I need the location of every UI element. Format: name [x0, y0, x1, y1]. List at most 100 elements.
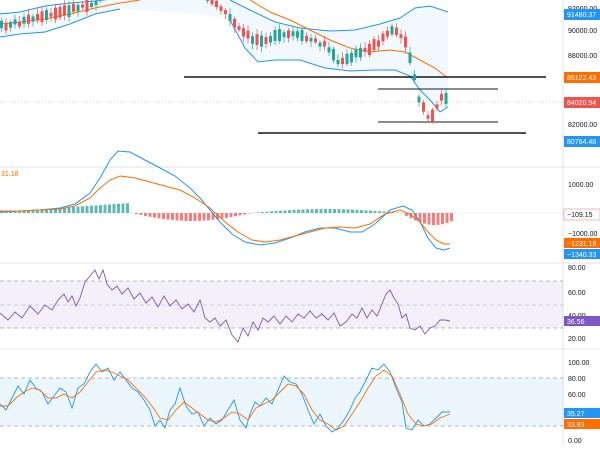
candle: [36, 14, 39, 20]
candle: [256, 34, 259, 45]
macd-line: [0, 151, 450, 250]
candle: [346, 54, 349, 64]
macd-histogram-bar: [428, 213, 431, 225]
macd-histogram-bar: [72, 207, 75, 213]
stoch-tick: 0.00: [568, 438, 582, 445]
candle: [14, 19, 17, 24]
stoch-band-background: [0, 378, 563, 426]
macd-histogram-bar: [315, 209, 318, 213]
macd-histogram-bar: [113, 204, 116, 213]
candle: [337, 60, 340, 64]
upper-band-value: 91480.37: [567, 12, 596, 19]
macd-tick: −1000.00: [568, 231, 597, 238]
rsi-pane[interactable]: 80.00 60.00 40.00 20.00 36.56: [0, 265, 600, 343]
macd-histogram-bar: [347, 209, 350, 213]
macd-histogram-bar: [333, 209, 336, 213]
macd-histogram-bar: [293, 210, 296, 213]
macd-histogram-bar: [234, 213, 237, 216]
macd-histogram-bar: [149, 213, 152, 217]
price-pane[interactable]: 92000.00 90000.00 88000.00 82000.00 9148…: [0, 0, 600, 147]
candle: [206, 0, 209, 1]
candle: [59, 7, 62, 18]
macd-histogram-bar: [180, 213, 183, 221]
macd-histogram-bar: [446, 213, 449, 223]
macd-histogram-bar: [243, 213, 246, 214]
candle: [278, 29, 281, 41]
candle: [355, 49, 358, 57]
stoch-pane[interactable]: 100.00 80.00 60.00 0.00 35.27 33.83: [0, 360, 600, 445]
candle: [211, 0, 214, 4]
macd-histogram-bar: [162, 213, 165, 219]
macd-histogram-bar: [288, 210, 291, 213]
candle: [242, 28, 245, 36]
candle: [350, 53, 353, 62]
candle: [319, 43, 322, 47]
last-price-value: 84020.94: [567, 100, 596, 107]
price-tick: 82000.00: [568, 122, 597, 129]
candle: [45, 10, 48, 20]
candle: [391, 26, 394, 34]
candle: [32, 16, 35, 21]
macd-histogram-bar: [306, 209, 309, 213]
candle: [23, 17, 26, 24]
macd-histogram-bar: [99, 205, 102, 213]
candle: [18, 22, 21, 27]
candle: [445, 93, 448, 104]
macd-histogram-bar: [108, 204, 111, 213]
macd-histogram-bar: [176, 213, 179, 220]
macd-histogram-bar: [374, 211, 377, 213]
stoch-k-value: 35.27: [567, 411, 585, 418]
price-tick: 88000.00: [568, 53, 597, 60]
macd-histogram-bar: [185, 213, 188, 221]
candle: [431, 110, 434, 121]
macd-histogram-bar: [369, 211, 372, 213]
candle: [233, 19, 236, 28]
candle: [90, 3, 93, 7]
macd-histogram-bar: [225, 213, 228, 218]
macd-histogram-bar: [302, 209, 305, 213]
macd-histogram-bar: [68, 207, 71, 213]
macd-histogram-bar: [432, 213, 435, 225]
macd-histogram-bar: [279, 211, 282, 213]
macd-histogram-bar: [167, 213, 170, 220]
macd-histogram-bar: [122, 203, 125, 213]
candle: [332, 49, 335, 61]
macd-histogram-bar: [356, 210, 359, 213]
macd-histogram-bar: [153, 213, 156, 218]
candle: [215, 1, 218, 7]
macd-histogram-bar: [360, 210, 363, 213]
macd-histogram-bar: [320, 209, 323, 213]
histogram-value: −109.15: [567, 212, 593, 219]
candle: [436, 104, 439, 108]
macd-histogram-bar: [140, 213, 143, 215]
candle: [292, 31, 295, 36]
macd-histogram-bar: [423, 213, 426, 224]
candle: [418, 97, 421, 103]
candle: [328, 47, 331, 52]
candle: [274, 30, 277, 41]
candle: [224, 10, 227, 14]
macd-histogram-bar: [90, 206, 93, 213]
macd-histogram-bar: [311, 209, 314, 213]
candle: [81, 5, 84, 8]
candle: [422, 102, 425, 111]
macd-histogram-bar: [158, 213, 161, 218]
candle: [265, 37, 268, 44]
candle: [341, 58, 344, 64]
macd-histogram-bar: [342, 209, 345, 213]
stoch-d-value: 33.83: [567, 422, 585, 429]
rsi-band-background: [0, 281, 563, 328]
macd-histogram-bar: [171, 213, 174, 220]
macd-histogram-bar: [297, 210, 300, 213]
candle: [359, 48, 362, 58]
candle: [323, 41, 326, 47]
candle: [377, 40, 380, 46]
macd-histogram-bar: [261, 212, 264, 213]
candle: [260, 35, 263, 46]
macd-histogram-bar: [203, 213, 206, 221]
signal-value: −1340.33: [567, 252, 596, 259]
candle: [440, 94, 443, 101]
candle: [296, 31, 299, 38]
